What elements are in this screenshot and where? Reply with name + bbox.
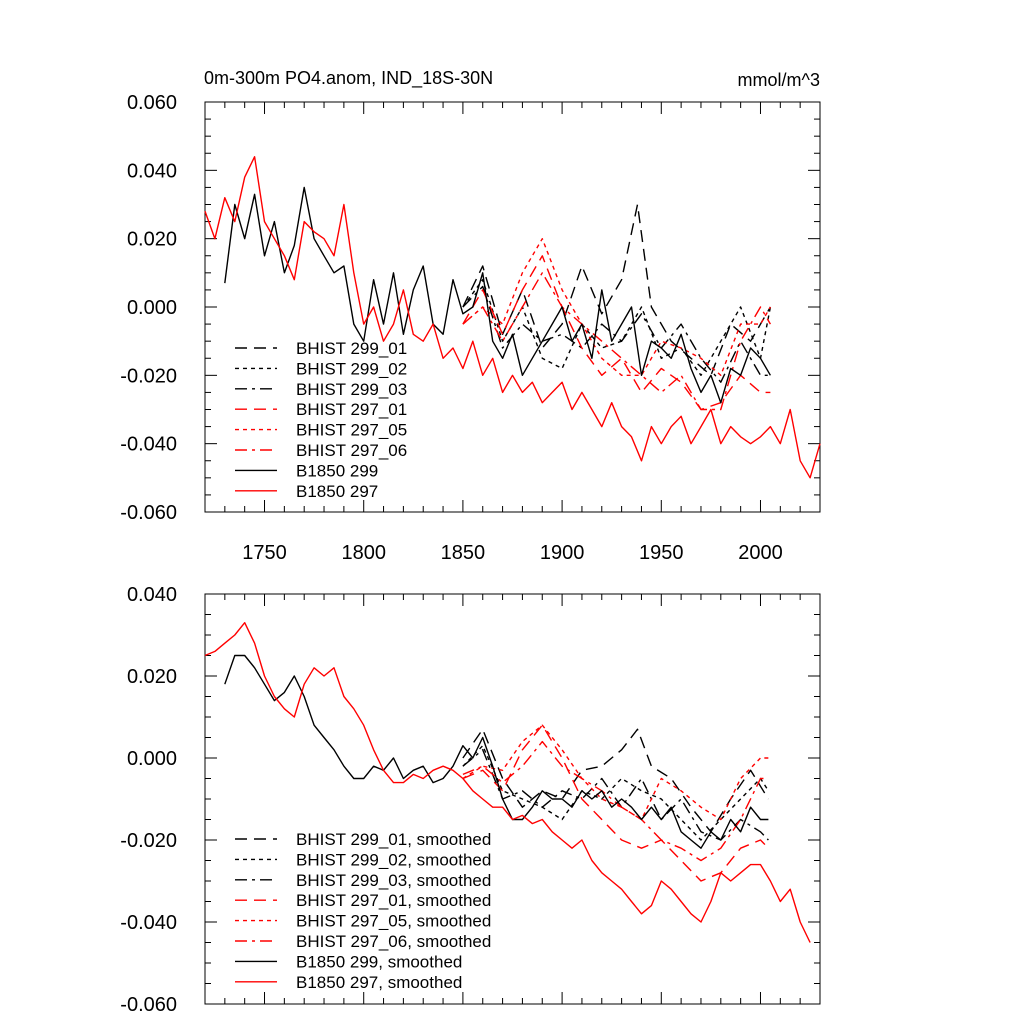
y-tick-label: 0.020 xyxy=(127,666,177,688)
x-tick-label: 2000 xyxy=(738,542,783,564)
y-tick-label: 0.040 xyxy=(127,160,177,182)
legend-label: BHIST 299_03 xyxy=(296,380,407,399)
y-tick-label: 0.000 xyxy=(127,748,177,770)
series-line-bhist-297-06-smoothed xyxy=(462,740,769,862)
series-line-bhist-299-02-smoothed xyxy=(462,745,769,841)
legend-label: B1850 299 xyxy=(296,461,378,480)
legend-label: BHIST 297_01 xyxy=(296,400,407,419)
y-tick-label: -0.020 xyxy=(120,830,177,852)
legend-label: BHIST 299_02, smoothed xyxy=(296,850,491,869)
series-line-bhist-297-01 xyxy=(462,255,771,411)
chart-title: 0m-300m PO4.anom, IND_18S-30N xyxy=(204,68,493,89)
x-tick-label: 1800 xyxy=(341,542,386,564)
series-line-bhist-297-01-smoothed xyxy=(462,724,769,882)
series-line-bhist-299-03 xyxy=(462,285,771,383)
legend-label: BHIST 297_01, smoothed xyxy=(296,891,491,910)
legend-label: BHIST 297_05, smoothed xyxy=(296,912,491,931)
x-tick-label: 1750 xyxy=(242,542,287,564)
y-tick-label: 0.060 xyxy=(127,92,177,114)
series-line-b1850-297-smoothed xyxy=(204,622,811,943)
bottom-series-group xyxy=(204,622,811,943)
legend-label: B1850 297, smoothed xyxy=(296,973,462,992)
y-tick-label: -0.040 xyxy=(120,434,177,456)
y-tick-label: 0.040 xyxy=(127,584,177,606)
legend-label: B1850 297 xyxy=(296,482,378,501)
series-line-bhist-299-01 xyxy=(462,203,772,376)
legend-label: B1850 299, smoothed xyxy=(296,952,462,971)
legend-label: BHIST 297_06, smoothed xyxy=(296,932,491,951)
series-line-bhist-299-01-smoothed xyxy=(462,728,769,833)
series-line-bhist-299-03-smoothed xyxy=(462,749,769,841)
y-tick-label: 0.000 xyxy=(127,297,177,319)
y-tick-label: -0.060 xyxy=(120,994,177,1016)
top-panel: 0m-300m PO4.anom, IND_18S-30N mmol/m^3 -… xyxy=(120,68,821,564)
series-line-bhist-297-06 xyxy=(462,272,772,411)
legend-label: BHIST 299_03, smoothed xyxy=(296,871,491,890)
bottom-axes: -0.060 -0.040 -0.020 0.000 0.020 0.040 xyxy=(120,584,821,1016)
series-line-b1850-299-smoothed xyxy=(224,654,769,849)
units-label: mmol/m^3 xyxy=(738,70,820,90)
top-series-group xyxy=(204,155,821,479)
legend-label: BHIST 297_06 xyxy=(296,441,407,460)
x-tick-label: 1900 xyxy=(540,542,585,564)
top-axes: -0.060 -0.040 -0.020 0.000 0.020 0.040 0.060 17… xyxy=(120,92,821,564)
legend-label: BHIST 299_01 xyxy=(296,339,407,358)
series-line-bhist-297-05 xyxy=(462,237,772,376)
x-tick-label: 1950 xyxy=(639,542,684,564)
legend-label: BHIST 299_01, smoothed xyxy=(296,830,491,849)
y-tick-label: -0.020 xyxy=(120,365,177,387)
bottom-panel: -0.060 -0.040 -0.020 0.000 0.020 0.040 BHIST … xyxy=(120,584,821,1016)
series-line-b1850-297 xyxy=(204,155,821,479)
series-line-bhist-297-05-smoothed xyxy=(462,724,769,821)
x-tick-label: 1850 xyxy=(441,542,486,564)
y-tick-label: 0.020 xyxy=(127,229,177,251)
series-line-bhist-299-02 xyxy=(462,279,772,376)
y-tick-label: -0.040 xyxy=(120,912,177,934)
legend-label: BHIST 297_05 xyxy=(296,421,407,440)
legend-label: BHIST 299_02 xyxy=(296,359,407,378)
y-tick-label: -0.060 xyxy=(120,502,177,524)
series-line-b1850-299 xyxy=(224,186,772,404)
